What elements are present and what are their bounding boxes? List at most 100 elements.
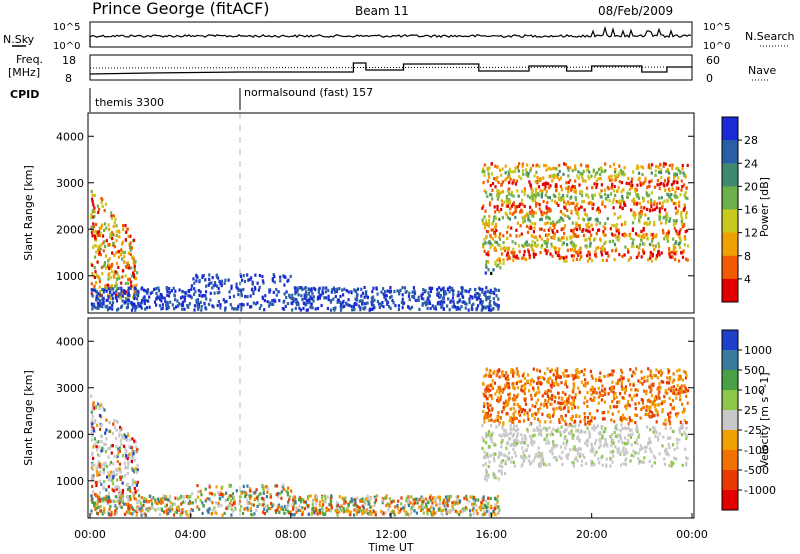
velocity-cell-1006 bbox=[213, 506, 216, 510]
power-cell-604 bbox=[413, 291, 417, 295]
velocity-cell-2230 bbox=[501, 465, 504, 469]
power-cell-131 bbox=[130, 274, 133, 278]
power-cell-957 bbox=[204, 278, 207, 282]
velocity-cell-2386 bbox=[635, 426, 638, 430]
velocity-cell-1276 bbox=[553, 383, 556, 387]
power-cell-1575 bbox=[622, 173, 626, 177]
power-cell-854 bbox=[382, 292, 385, 296]
power-cell-1204 bbox=[570, 254, 573, 258]
velocity-cell-1853 bbox=[604, 429, 607, 433]
velocity-cell-2184 bbox=[657, 394, 660, 399]
velocity-cell-459 bbox=[487, 501, 490, 505]
velocity-cell-633 bbox=[424, 497, 427, 501]
power-cell-988 bbox=[468, 301, 471, 305]
power-cell-2460 bbox=[485, 260, 488, 264]
power-cell-456 bbox=[165, 307, 168, 311]
velocity-cell-1536 bbox=[648, 414, 651, 419]
velocity-cell-1451 bbox=[572, 464, 576, 468]
power-cell-2421 bbox=[575, 223, 578, 227]
power-cell-2106 bbox=[527, 172, 530, 176]
power-cell-2189 bbox=[530, 187, 533, 191]
power-cell-1162 bbox=[424, 289, 427, 293]
velocity-cell-116 bbox=[94, 418, 97, 423]
velocity-cell-232 bbox=[104, 442, 107, 446]
power-cell-1431 bbox=[558, 192, 561, 196]
power-cell-2112 bbox=[609, 164, 612, 169]
power-cell-1550 bbox=[482, 204, 485, 208]
power-cell-481 bbox=[197, 305, 200, 309]
power-cell-1597 bbox=[482, 181, 485, 185]
velocity-cell-1942 bbox=[649, 373, 652, 377]
velocity-cell-995 bbox=[298, 498, 301, 502]
power-cell-2263 bbox=[581, 177, 584, 181]
power-cell-2193 bbox=[571, 243, 574, 248]
velocity-cell-1888 bbox=[571, 396, 574, 400]
velocity-cell-777 bbox=[242, 484, 245, 488]
power-cell-1359 bbox=[582, 199, 585, 204]
velocity-cell-259 bbox=[90, 394, 93, 398]
velocity-cell-981 bbox=[201, 511, 204, 515]
power-cell-2213 bbox=[628, 234, 631, 238]
power-cell-1860 bbox=[636, 164, 639, 168]
power-cell-1947 bbox=[549, 221, 552, 225]
velocity-cell-1344 bbox=[573, 405, 577, 409]
velocity-cell-433 bbox=[331, 496, 334, 500]
power-cell-1576 bbox=[523, 187, 526, 191]
power-cell-242 bbox=[90, 225, 93, 229]
power-cell-361 bbox=[443, 300, 446, 304]
velocity-cell-1418 bbox=[492, 475, 496, 479]
velocity-cell-1259 bbox=[564, 379, 567, 384]
power-cell-1991 bbox=[529, 212, 532, 216]
power-cell-1766 bbox=[514, 205, 517, 209]
velocity-cell-675 bbox=[154, 498, 157, 502]
velocity-cell-1741 bbox=[594, 390, 597, 395]
velocity-cell-1077 bbox=[255, 496, 258, 500]
power-cell-2044 bbox=[565, 186, 568, 190]
velocity-cell-1729 bbox=[562, 401, 565, 405]
velocity-cell-679 bbox=[494, 497, 497, 501]
velocity-cell-2280 bbox=[532, 386, 535, 390]
power-cell-2164 bbox=[646, 222, 649, 226]
velocity-cell-2373 bbox=[643, 375, 646, 379]
power-cell-1304 bbox=[637, 166, 640, 170]
velocity-cell-1978 bbox=[493, 419, 496, 423]
velocity-cell-2304 bbox=[670, 464, 673, 468]
power-cell-2312 bbox=[626, 191, 629, 195]
velocity-cell-2048 bbox=[574, 419, 577, 423]
power-cell-1380 bbox=[619, 205, 622, 209]
power-cell-496 bbox=[330, 290, 333, 294]
velocity-cell-782 bbox=[107, 510, 110, 514]
velocity-cell-1867 bbox=[509, 437, 512, 441]
velocity-cell-2254 bbox=[490, 418, 493, 422]
velocity-cell-1948 bbox=[618, 378, 621, 382]
velocity-cell-1880 bbox=[553, 445, 556, 449]
power-cell-1053 bbox=[370, 303, 374, 307]
power-cell-552 bbox=[483, 305, 486, 309]
velocity-cell-999 bbox=[416, 501, 419, 505]
velocity-cell-1661 bbox=[650, 388, 653, 392]
velocity-cell-1897 bbox=[577, 375, 580, 379]
velocity-cell-2111 bbox=[667, 418, 671, 422]
power-cell-126 bbox=[92, 222, 95, 226]
power-cell-1234 bbox=[540, 217, 543, 221]
power-cell-179 bbox=[134, 260, 137, 264]
velocity-cell-366 bbox=[429, 498, 432, 502]
velocity-cell-1557 bbox=[603, 444, 606, 448]
power-cell-1890 bbox=[635, 255, 638, 259]
velocity-cell-1180 bbox=[209, 499, 212, 503]
velocity-cell-1719 bbox=[679, 398, 682, 402]
velocity-cell-2278 bbox=[538, 432, 541, 436]
power-cell-858 bbox=[442, 286, 445, 290]
power-cell-430 bbox=[414, 298, 417, 302]
velocity-cell-2173 bbox=[623, 416, 626, 420]
power-cell-722 bbox=[474, 293, 477, 297]
velocity-cell-1925 bbox=[537, 455, 540, 459]
velocity-cell-2193 bbox=[487, 374, 490, 378]
velocity-cell-2046 bbox=[679, 420, 682, 424]
velocity-cell-1911 bbox=[523, 391, 526, 396]
power-cell-1935 bbox=[531, 222, 534, 226]
power-cell-1984 bbox=[548, 196, 551, 200]
velocity-cell-1769 bbox=[617, 433, 620, 437]
velocity-cell-997 bbox=[277, 495, 280, 499]
velocity-cell-2105 bbox=[498, 451, 501, 455]
